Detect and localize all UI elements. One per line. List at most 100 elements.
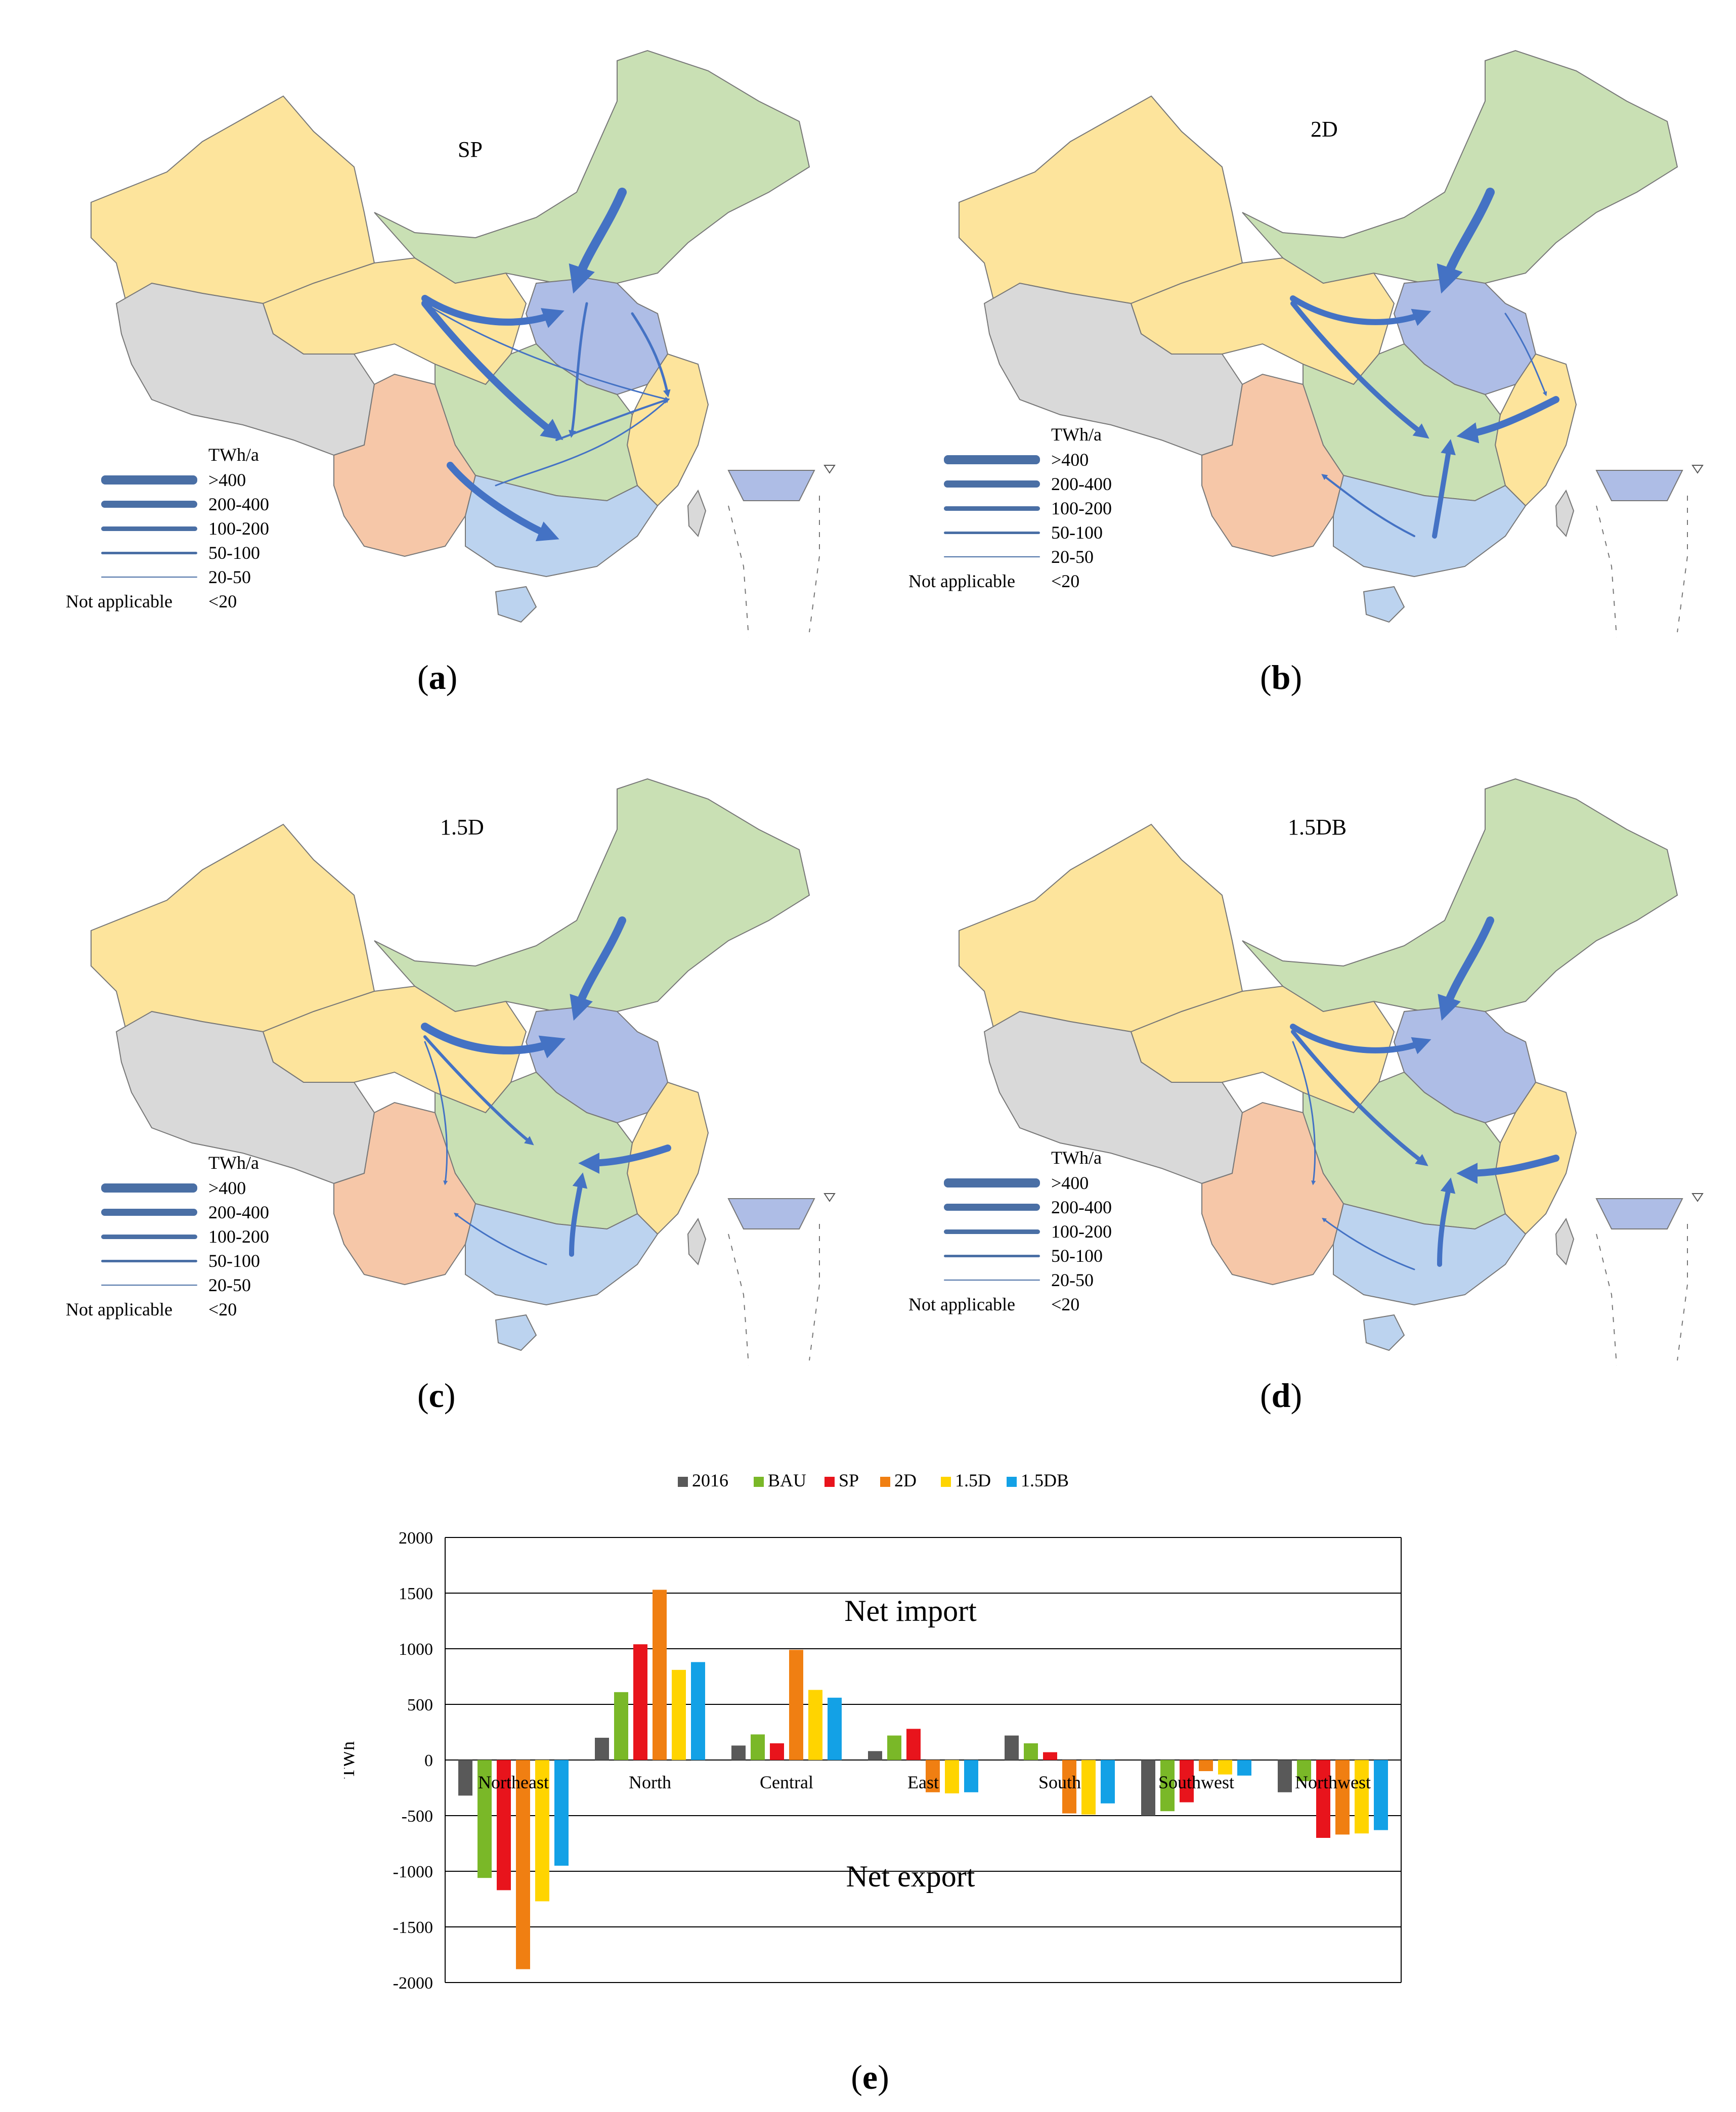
bar-2016-Northeast — [458, 1760, 472, 1796]
panel-a: SP TWh/a >400 200-400 100-200 50-100 20-50 Not… — [0, 0, 868, 718]
legend-label: >400 — [1051, 1173, 1089, 1193]
region-taiwan — [687, 1217, 707, 1265]
legend-line — [101, 501, 197, 508]
bar-BAU-Northwest — [1297, 1760, 1311, 1781]
region-south — [1333, 1203, 1527, 1306]
bar-1.5D-Northwest — [1355, 1760, 1369, 1834]
bar-1.5DB-Northwest — [1374, 1760, 1388, 1830]
legend-line — [944, 531, 1040, 534]
flow-arrow — [1456, 1155, 1559, 1184]
bar-2D-Central — [789, 1650, 803, 1760]
bar-2D-Northwest — [1335, 1760, 1350, 1835]
bar-1.5DB-Central — [828, 1697, 842, 1760]
legend-row: 200-400 — [914, 1195, 1177, 1219]
legend-line — [944, 480, 1040, 488]
china-map — [959, 778, 1704, 1366]
legend-swatch — [754, 1477, 764, 1487]
legend-line — [944, 1178, 1040, 1187]
caption-c: (c) — [417, 1376, 456, 1415]
legend-row: >400 — [914, 448, 1177, 472]
flow-arrow — [1292, 1041, 1316, 1185]
category-label: Central — [760, 1772, 813, 1792]
annotation-net-import: Net import — [844, 1594, 977, 1627]
bar-1.5DB-South — [1101, 1760, 1115, 1803]
flow-arrow — [1322, 1217, 1415, 1270]
bar-1.5D-Northeast — [535, 1760, 549, 1902]
legend-row: 100-200 — [914, 496, 1177, 520]
legend-line — [944, 1280, 1040, 1281]
legend-not-applicable: Not applicable — [66, 591, 172, 611]
bar-1.5D-North — [672, 1669, 686, 1760]
inset-land — [1595, 1198, 1683, 1229]
flow-arrow — [1290, 301, 1429, 439]
inset-boundary — [809, 1224, 820, 1361]
y-tick-label: 1000 — [399, 1640, 433, 1659]
flow-arrow — [1321, 474, 1415, 537]
inset-boundary — [1677, 496, 1688, 633]
region-north-inner — [1242, 50, 1678, 284]
legend-not-applicable: Not applicable — [908, 1294, 1015, 1314]
legend-label: <20 — [1051, 571, 1080, 591]
south-china-sea-inset — [727, 465, 836, 638]
legend-row: Not applicable <20 — [66, 1297, 334, 1322]
legend-row: 100-200 — [914, 1219, 1177, 1244]
flow-arrow — [1437, 188, 1495, 294]
legend-line — [101, 1259, 197, 1262]
legend-line — [101, 475, 197, 485]
legend-row: 50-100 — [71, 1249, 334, 1273]
region-northwest-xinjiang — [959, 95, 1243, 304]
scenario-title: SP — [458, 137, 483, 162]
legend-label: BAU — [768, 1470, 806, 1490]
legend-row: 100-200 — [71, 516, 334, 541]
region-north-inner — [374, 778, 810, 1013]
legend-label: 200-400 — [1051, 474, 1112, 494]
region-south — [1333, 474, 1527, 578]
caption-b: (b) — [1260, 658, 1303, 696]
flow-arrow — [1504, 313, 1547, 397]
flow-arrow — [454, 1212, 547, 1265]
legend-row: 50-100 — [71, 541, 334, 565]
bar-1.5D-East — [945, 1760, 959, 1793]
bar-1.5DB-Southwest — [1237, 1760, 1251, 1776]
category-label: South — [1038, 1772, 1081, 1792]
legend-label: 50-100 — [1051, 522, 1103, 543]
inset-boundary — [809, 496, 820, 633]
region-northwest-xinjiang — [91, 823, 375, 1033]
inset-boundary — [1596, 505, 1617, 638]
legend-label: <20 — [208, 1299, 237, 1319]
legend-label: 200-400 — [208, 494, 269, 514]
legend-row: 200-400 — [71, 492, 334, 516]
inset-land — [1595, 470, 1683, 501]
flow-arrow — [631, 312, 671, 398]
bar-chart: 2016 BAU SP 2D 1.5D 1.5DB 2000 1500 1000 500 0 -500… — [344, 1470, 1402, 2096]
legend-row: >400 — [914, 1171, 1177, 1195]
legend-label: 2016 — [692, 1470, 728, 1490]
legend-label: 100-200 — [1051, 1221, 1112, 1242]
inset-marker-icon — [1691, 1193, 1704, 1202]
legend-row: 50-100 — [914, 1244, 1177, 1268]
caption-d: (d) — [1260, 1376, 1303, 1415]
bar-1.5D-Central — [808, 1690, 822, 1760]
legend-row: 20-50 — [71, 565, 334, 589]
legend-swatch — [1007, 1477, 1017, 1487]
legend-unit: TWh/a — [1051, 424, 1102, 445]
legend-label: 50-100 — [1051, 1246, 1103, 1266]
legend-label: 50-100 — [208, 543, 260, 563]
legend-row: 200-400 — [914, 472, 1177, 496]
south-china-sea-inset — [727, 1193, 836, 1366]
y-tick-label: 0 — [424, 1751, 433, 1770]
region-south-hainan — [1363, 1314, 1405, 1351]
legend-row: 200-400 — [71, 1200, 334, 1224]
legend-label: >400 — [1051, 450, 1089, 470]
legend-swatch — [941, 1477, 951, 1487]
legend-unit: TWh/a — [208, 445, 259, 465]
region-northwest-xinjiang — [91, 95, 375, 304]
flow-arrow — [578, 1145, 671, 1174]
bar-1.5DB-Northeast — [554, 1760, 569, 1866]
legend-line — [101, 577, 197, 578]
legend-line — [101, 551, 197, 554]
bar-2D-East — [926, 1760, 940, 1792]
flow-arrow — [421, 1023, 566, 1059]
legend-line — [944, 1204, 1040, 1211]
flow-arrow — [1456, 396, 1559, 444]
